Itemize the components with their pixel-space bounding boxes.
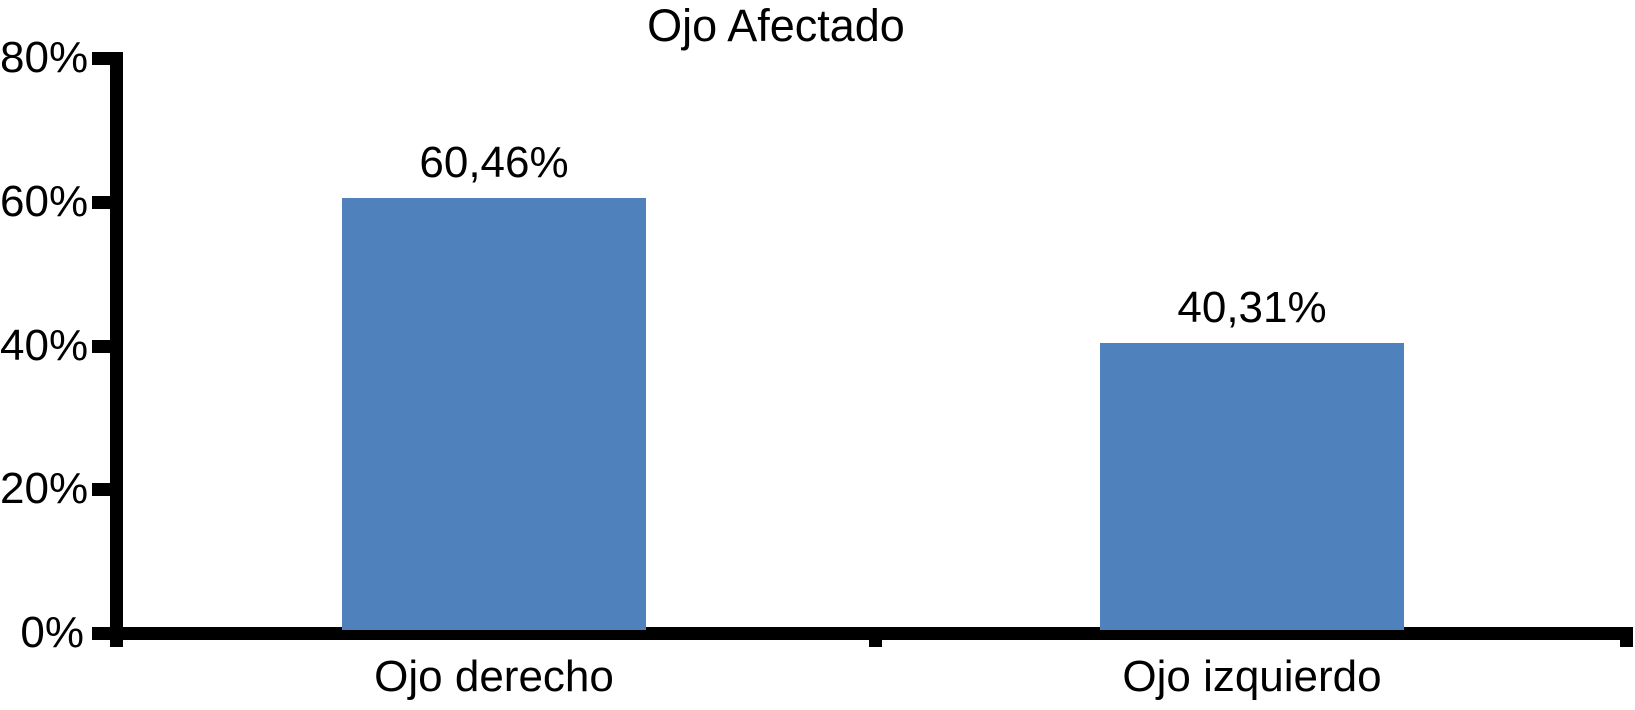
x-axis-category-label: Ojo izquierdo [1122, 652, 1382, 701]
y-axis-tick [92, 52, 114, 65]
x-axis-category-label: Ojo derecho [374, 652, 614, 701]
y-axis-label: 0% [20, 608, 84, 657]
x-axis-tick [869, 627, 882, 647]
bar-ojo-izquierdo [1100, 343, 1404, 630]
y-axis-label: 20% [0, 464, 89, 514]
y-axis-tick [92, 483, 114, 497]
chart-title: Ojo Afectado [647, 0, 905, 51]
y-axis-label: 80% [0, 33, 89, 82]
y-axis-label: 40% [0, 320, 89, 370]
y-axis-tick [92, 339, 114, 353]
bar-value-label: 60,46% [419, 138, 569, 188]
y-axis-tick [92, 627, 114, 640]
bar-value-label: 40,31% [1177, 283, 1327, 333]
y-axis-label: 60% [0, 176, 89, 226]
y-axis-tick [92, 195, 114, 209]
x-axis-tick [1620, 627, 1633, 647]
bar-ojo-derecho [342, 198, 646, 630]
